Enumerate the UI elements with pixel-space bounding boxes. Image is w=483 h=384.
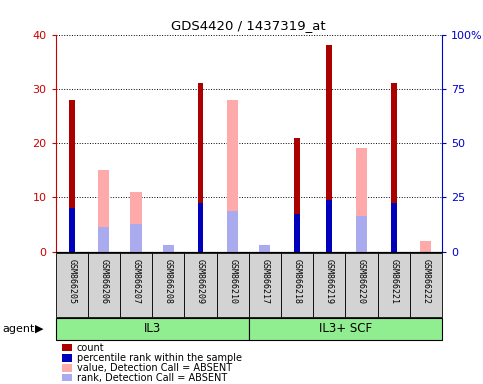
- Bar: [391, 203, 397, 252]
- Bar: [69, 208, 74, 252]
- Bar: [327, 200, 332, 252]
- Text: agent: agent: [2, 324, 35, 334]
- Text: GSM866222: GSM866222: [421, 258, 430, 303]
- Text: rank, Detection Call = ABSENT: rank, Detection Call = ABSENT: [77, 373, 227, 383]
- Bar: [356, 149, 367, 252]
- Text: GSM866209: GSM866209: [196, 258, 205, 303]
- Bar: [313, 253, 345, 317]
- Text: GSM866205: GSM866205: [67, 258, 76, 303]
- Text: count: count: [77, 343, 104, 353]
- Bar: [198, 203, 203, 252]
- Bar: [378, 253, 410, 317]
- Text: GSM866218: GSM866218: [293, 258, 301, 303]
- Text: GSM866210: GSM866210: [228, 258, 237, 303]
- Text: GSM866207: GSM866207: [131, 258, 141, 303]
- Bar: [130, 192, 142, 252]
- Text: GSM866220: GSM866220: [357, 258, 366, 303]
- Bar: [356, 216, 367, 252]
- Bar: [345, 253, 378, 317]
- Bar: [281, 253, 313, 317]
- Text: IL3+ SCF: IL3+ SCF: [319, 322, 372, 335]
- Text: GSM866208: GSM866208: [164, 258, 173, 303]
- Bar: [249, 253, 281, 317]
- Text: ▶: ▶: [35, 324, 43, 334]
- Bar: [216, 253, 249, 317]
- Text: IL3: IL3: [143, 322, 161, 335]
- Bar: [259, 245, 270, 252]
- Text: value, Detection Call = ABSENT: value, Detection Call = ABSENT: [77, 363, 232, 373]
- Bar: [62, 364, 72, 372]
- Bar: [163, 245, 174, 252]
- Text: GSM866219: GSM866219: [325, 258, 334, 303]
- Bar: [420, 241, 431, 252]
- Text: percentile rank within the sample: percentile rank within the sample: [77, 353, 242, 363]
- Bar: [130, 224, 142, 252]
- Bar: [294, 137, 300, 252]
- Bar: [98, 227, 110, 252]
- Bar: [410, 253, 442, 317]
- Bar: [294, 214, 300, 252]
- Bar: [56, 253, 88, 317]
- Bar: [249, 318, 442, 340]
- Bar: [198, 83, 203, 252]
- Bar: [62, 344, 72, 351]
- Bar: [98, 170, 110, 252]
- Bar: [152, 253, 185, 317]
- Bar: [259, 245, 270, 252]
- Title: GDS4420 / 1437319_at: GDS4420 / 1437319_at: [171, 19, 326, 32]
- Bar: [185, 253, 216, 317]
- Text: GSM866221: GSM866221: [389, 258, 398, 303]
- Bar: [227, 211, 238, 252]
- Bar: [69, 100, 74, 252]
- Bar: [120, 253, 152, 317]
- Bar: [227, 100, 238, 252]
- Text: GSM866217: GSM866217: [260, 258, 270, 303]
- Bar: [327, 45, 332, 252]
- Bar: [62, 354, 72, 362]
- Bar: [56, 318, 249, 340]
- Bar: [88, 253, 120, 317]
- Bar: [62, 374, 72, 382]
- Text: GSM866206: GSM866206: [99, 258, 108, 303]
- Bar: [391, 83, 397, 252]
